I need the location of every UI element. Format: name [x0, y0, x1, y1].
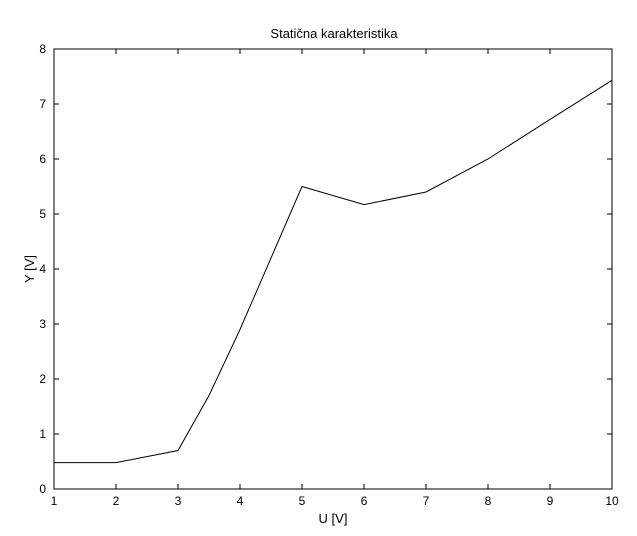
- x-tick-label: 9: [547, 494, 554, 508]
- series-line: [54, 79, 613, 464]
- y-tick-label: 1: [39, 427, 46, 441]
- y-tick-label: 6: [39, 152, 46, 166]
- x-axis-label: U [V]: [319, 511, 348, 526]
- chart-title: Statična karakteristika: [270, 26, 398, 41]
- y-tick-label: 5: [39, 207, 46, 221]
- y-tick-label: 4: [39, 262, 46, 276]
- y-tick-label: 0: [39, 482, 46, 496]
- x-tick-label: 3: [175, 494, 182, 508]
- y-tick-label: 8: [39, 42, 46, 56]
- x-tick-label: 10: [605, 494, 619, 508]
- plot-frame: [53, 48, 613, 490]
- y-axis-label: Y [V]: [22, 255, 37, 283]
- x-tick-label: 7: [423, 494, 430, 508]
- x-tick-label: 2: [113, 494, 120, 508]
- y-tick-label: 2: [39, 372, 46, 386]
- x-tick-label: 4: [237, 494, 244, 508]
- y-axis-ticks: 0 1 2 3 4 5 6 7 8: [39, 42, 612, 496]
- x-tick-label: 6: [361, 494, 368, 508]
- x-axis-ticks: 1 2 3 4 5 6 7 8 9 10: [51, 49, 619, 508]
- x-tick-label: 8: [485, 494, 492, 508]
- y-tick-label: 7: [39, 97, 46, 111]
- x-tick-label: 1: [51, 494, 58, 508]
- y-tick-label: 3: [39, 317, 46, 331]
- x-tick-label: 5: [299, 494, 306, 508]
